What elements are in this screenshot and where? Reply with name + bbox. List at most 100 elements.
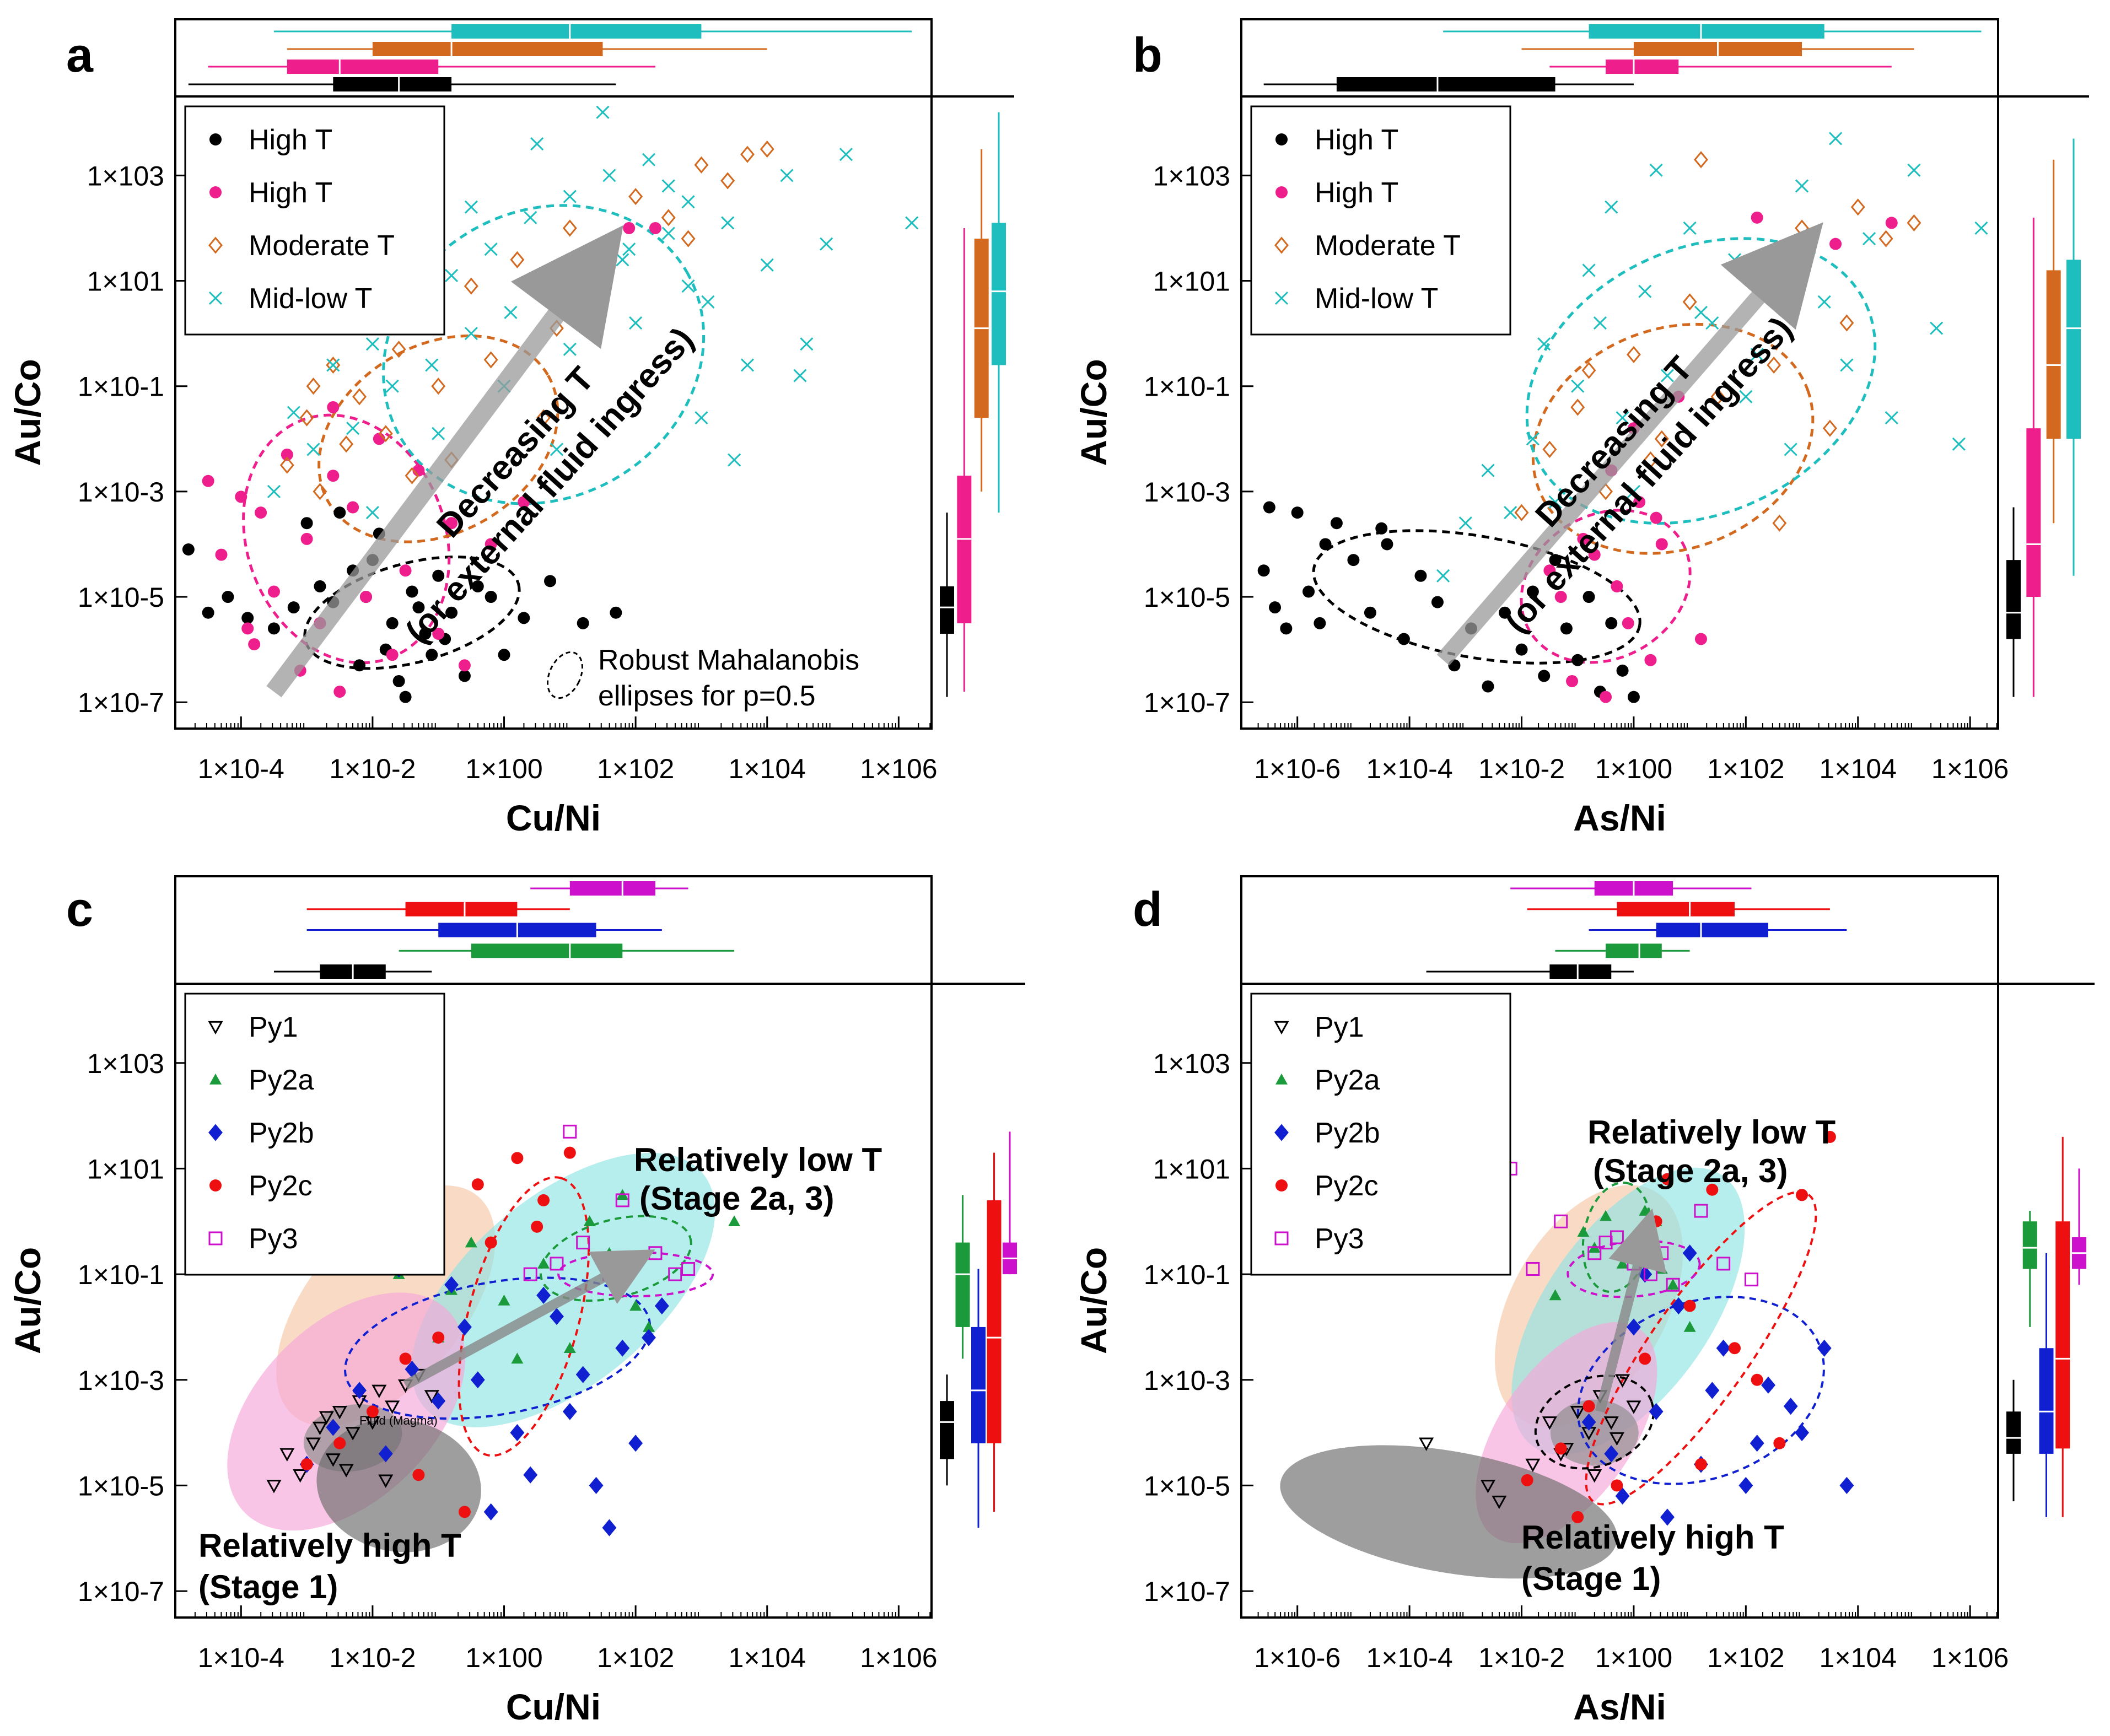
data-point bbox=[445, 517, 458, 530]
data-point bbox=[326, 356, 341, 374]
top-box bbox=[1589, 24, 1824, 39]
data-point bbox=[470, 1371, 485, 1389]
data-point bbox=[326, 1419, 341, 1436]
data-point bbox=[595, 261, 610, 279]
data-point bbox=[1627, 691, 1640, 703]
data-point bbox=[1650, 511, 1662, 524]
data-point bbox=[1745, 1273, 1759, 1287]
legend-label: Py2c bbox=[249, 1170, 313, 1202]
legend-marker bbox=[1274, 1231, 1289, 1246]
data-point bbox=[1750, 1435, 1764, 1452]
data-point bbox=[287, 406, 300, 419]
data-point bbox=[305, 1437, 321, 1451]
data-point bbox=[1615, 1374, 1630, 1388]
group-ellipse-3 bbox=[1567, 1239, 1701, 1298]
y-tick-label: 1×10-1 bbox=[78, 371, 164, 402]
x-tick-label: 1×104 bbox=[1820, 1642, 1897, 1673]
data-point bbox=[445, 268, 459, 283]
legend-marker bbox=[1275, 186, 1288, 198]
main-plot-frame bbox=[174, 95, 933, 730]
data-point bbox=[485, 538, 497, 551]
data-point bbox=[1431, 596, 1444, 608]
data-point bbox=[300, 1458, 313, 1471]
data-point bbox=[1537, 337, 1551, 351]
legend-label: Py2c bbox=[1315, 1170, 1379, 1202]
data-point bbox=[905, 216, 919, 230]
data-point bbox=[1885, 411, 1898, 425]
top-box bbox=[405, 902, 518, 916]
data-point bbox=[1907, 214, 1921, 231]
x-axis-title: As/Ni bbox=[1573, 797, 1666, 838]
data-point bbox=[511, 1152, 524, 1164]
data-point bbox=[1822, 419, 1837, 437]
data-point bbox=[1609, 1432, 1624, 1446]
y-tick-label: 1×10-5 bbox=[1144, 1470, 1230, 1501]
x-axis-title: Cu/Ni bbox=[506, 797, 601, 838]
data-point bbox=[445, 606, 458, 619]
data-point bbox=[793, 369, 807, 382]
data-point bbox=[1795, 1424, 1809, 1442]
data-point bbox=[550, 1257, 564, 1271]
data-point bbox=[1588, 548, 1601, 561]
ellipse-note-line2: ellipses for p=0.5 bbox=[598, 680, 816, 712]
data-point bbox=[1314, 617, 1326, 629]
data-point bbox=[1280, 622, 1293, 635]
x-tick-label: 1×102 bbox=[1707, 1642, 1784, 1673]
data-point bbox=[1694, 633, 1707, 645]
x-tick-label: 1×102 bbox=[1707, 753, 1784, 784]
data-point bbox=[385, 379, 399, 393]
legend-label: High T bbox=[249, 124, 332, 156]
data-point bbox=[1952, 437, 1966, 451]
y-tick-label: 1×103 bbox=[1153, 1048, 1230, 1079]
top-boxplots bbox=[188, 24, 912, 91]
data-point bbox=[701, 295, 715, 309]
data-point bbox=[432, 627, 445, 640]
group-ellipse-4 bbox=[1534, 1374, 1655, 1470]
stage-ellipse-gray-small bbox=[1550, 1399, 1639, 1466]
data-point bbox=[628, 188, 643, 206]
data-point bbox=[1269, 601, 1282, 614]
data-point bbox=[485, 591, 497, 603]
x-tick-label: 1×100 bbox=[465, 1642, 542, 1673]
data-point bbox=[536, 1286, 551, 1304]
legend-marker bbox=[209, 1074, 222, 1085]
data-point bbox=[485, 1236, 497, 1249]
data-point bbox=[1542, 1416, 1557, 1430]
top-box bbox=[333, 77, 452, 91]
top-box bbox=[1617, 902, 1735, 916]
data-point bbox=[279, 456, 294, 474]
data-point bbox=[1751, 1373, 1763, 1386]
data-point bbox=[654, 1297, 669, 1315]
data-point bbox=[523, 1267, 537, 1281]
data-point bbox=[352, 1382, 367, 1399]
data-point bbox=[1419, 1437, 1434, 1451]
legend-label: High T bbox=[1315, 124, 1398, 156]
data-point bbox=[720, 172, 735, 190]
data-point bbox=[1570, 398, 1585, 416]
x-tick-label: 1×100 bbox=[1595, 1642, 1672, 1673]
data-point bbox=[405, 467, 419, 484]
legend-label: Py1 bbox=[249, 1011, 298, 1043]
data-point bbox=[1661, 1173, 1673, 1185]
data-point bbox=[1603, 1416, 1619, 1430]
data-point bbox=[457, 1318, 472, 1336]
y-tick-label: 1×10-5 bbox=[1144, 582, 1230, 613]
data-point bbox=[1521, 1474, 1533, 1486]
data-point bbox=[1863, 232, 1876, 246]
data-point bbox=[1796, 1189, 1808, 1201]
data-point bbox=[241, 612, 254, 624]
data-point bbox=[1526, 585, 1539, 598]
data-point bbox=[399, 564, 412, 577]
mahalanobis-ellipse-3 bbox=[382, 204, 706, 505]
data-point bbox=[661, 227, 675, 240]
data-point bbox=[333, 1437, 346, 1449]
data-point bbox=[1548, 495, 1562, 509]
x-tick-label: 1×106 bbox=[860, 753, 937, 784]
x-axis-title: As/Ni bbox=[1573, 1686, 1666, 1727]
right-box bbox=[2022, 1221, 2037, 1269]
data-point bbox=[1587, 1246, 1602, 1260]
y-axis-title: Au/Co bbox=[7, 359, 48, 466]
legend-label: Py3 bbox=[1315, 1223, 1364, 1255]
data-point bbox=[1773, 1437, 1786, 1449]
data-point bbox=[780, 169, 794, 182]
